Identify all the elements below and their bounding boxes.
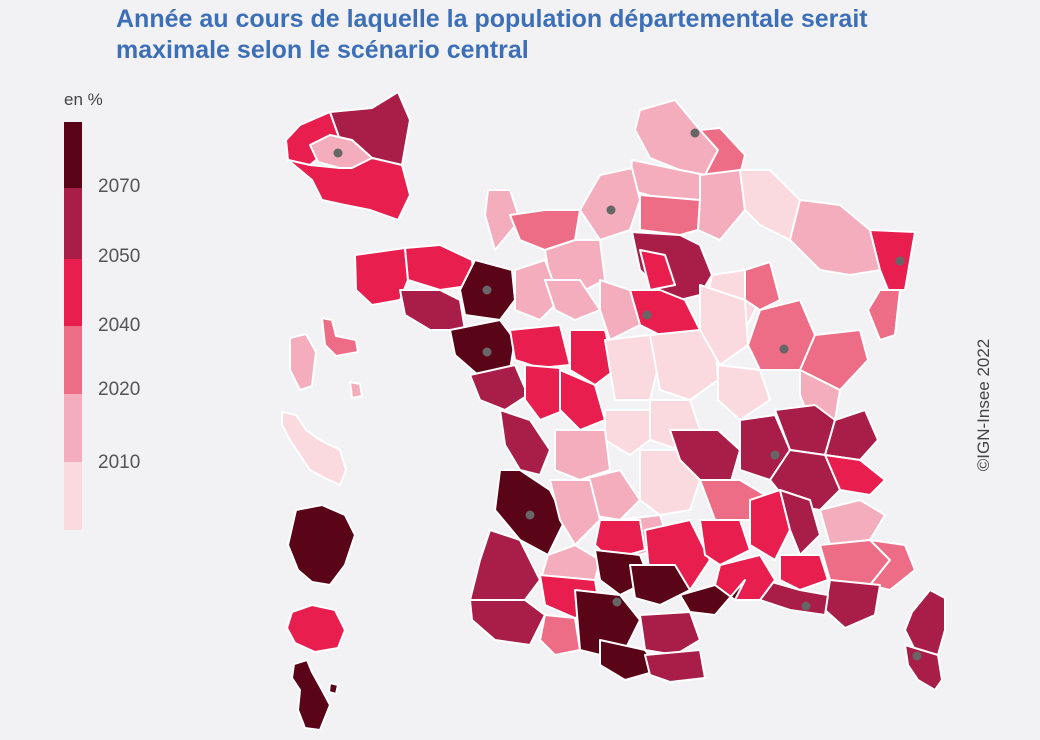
dept-tarn xyxy=(629,564,691,606)
legend-swatch xyxy=(64,394,82,462)
metropolitan-france xyxy=(354,99,946,691)
dept-haut-rhin xyxy=(867,289,901,341)
city-marker xyxy=(612,597,622,607)
dept-loiret xyxy=(599,279,641,341)
dept-vaucluse xyxy=(779,554,829,591)
dept-dordogne xyxy=(549,479,601,546)
dept-ariege xyxy=(599,639,661,681)
dept-ardennes xyxy=(697,169,746,241)
dept-haute-garonne xyxy=(574,589,641,661)
legend-label: 2050 xyxy=(98,246,141,267)
dept-haute-vienne xyxy=(554,429,611,481)
dept-vienne xyxy=(559,369,606,431)
legend-label: 2070 xyxy=(98,176,141,197)
legend-swatch xyxy=(64,259,82,326)
city-marker xyxy=(895,256,905,266)
dept-somme xyxy=(579,167,641,241)
dept-sarthe xyxy=(544,279,601,321)
map-title: Année au cours de laquelle la population… xyxy=(116,4,1016,66)
dept-moselle xyxy=(789,199,881,276)
map-title-line-2: maximale selon le scénario central xyxy=(116,36,529,64)
dept-pyrenees-atlantiques xyxy=(469,599,546,646)
dept-calvados xyxy=(484,189,521,251)
dept-finistere xyxy=(354,247,409,306)
legend-swatch xyxy=(64,122,82,188)
dept-haute-marne xyxy=(744,261,781,311)
city-marker xyxy=(482,347,492,357)
dept-morbihan xyxy=(399,289,466,331)
dept-saone-et-loire xyxy=(717,364,771,421)
guadeloupe-islet xyxy=(349,381,363,399)
dept-alpes-maritimes xyxy=(869,539,916,591)
dept-bas-rhin xyxy=(869,229,916,291)
guadeloupe-east xyxy=(289,333,317,391)
city-marker xyxy=(482,285,492,295)
dept-yonne xyxy=(699,284,749,366)
dept-indre-et-loire xyxy=(569,329,616,386)
dept-val-doise xyxy=(639,249,676,291)
city-marker xyxy=(801,601,811,611)
dept-deux-sevres xyxy=(524,364,566,421)
martinique xyxy=(281,411,347,486)
city-marker xyxy=(642,310,652,320)
guyane xyxy=(287,504,356,586)
city-marker xyxy=(333,148,343,158)
dept-drome xyxy=(779,489,821,556)
idf-inset xyxy=(285,91,411,221)
corse-nord xyxy=(904,589,946,656)
reunion xyxy=(286,604,346,653)
dept-var xyxy=(824,579,881,629)
legend-label: 2010 xyxy=(98,452,141,473)
legend-color-bar xyxy=(64,122,82,530)
city-marker xyxy=(525,510,535,520)
dept-ardeche xyxy=(749,489,791,561)
city-marker xyxy=(690,128,700,138)
dept-aude xyxy=(639,611,701,656)
legend-swatch xyxy=(64,188,82,259)
mayotte-islet xyxy=(328,682,339,695)
dept-aisne xyxy=(639,194,701,236)
dept-pyrenees-orientales xyxy=(644,649,706,683)
overseas-insets xyxy=(281,317,363,731)
legend-label: 2020 xyxy=(98,379,141,400)
city-marker xyxy=(912,651,922,661)
dept-creuse xyxy=(604,409,651,456)
dept-lozere xyxy=(699,519,751,566)
dept-hautes-alpes xyxy=(819,499,886,546)
legend-swatch xyxy=(64,462,82,530)
dept-mayenne xyxy=(514,259,561,321)
dept-haute-savoie xyxy=(824,409,879,461)
map-title-line-1: Année au cours de laquelle la population… xyxy=(116,5,868,33)
legend-unit: en % xyxy=(64,90,103,109)
dept-charente-maritime xyxy=(499,409,551,476)
city-marker xyxy=(770,450,780,460)
dept-hautes-pyrenees xyxy=(539,614,581,656)
mayotte xyxy=(291,659,331,731)
dept-vendee xyxy=(469,364,529,411)
legend-label: 2040 xyxy=(98,315,141,336)
city-marker xyxy=(779,344,789,354)
city-marker xyxy=(606,205,616,215)
legend-swatch xyxy=(64,326,82,394)
dept-meuse xyxy=(739,169,801,241)
dept-maine-et-loire xyxy=(509,324,571,369)
guadeloupe-west xyxy=(321,317,359,357)
